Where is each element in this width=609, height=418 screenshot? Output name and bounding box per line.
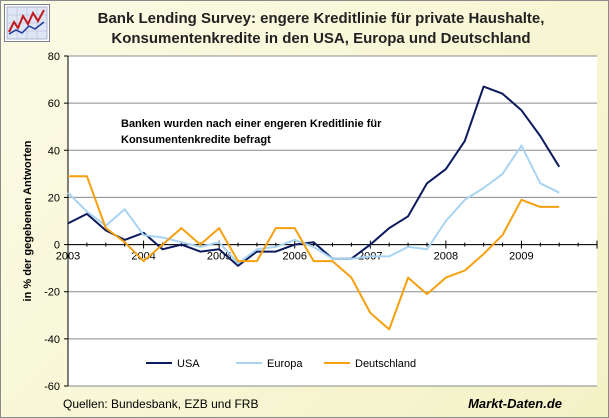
legend-label-deutschland: Deutschland	[355, 358, 416, 370]
x-tick-label: 2008	[434, 251, 458, 263]
site-logo-icon	[4, 4, 50, 42]
x-tick-label: 2006	[282, 251, 306, 263]
chart-annotation-line: Konsumentenkredite befragt	[121, 134, 271, 146]
y-tick-label: -20	[44, 287, 60, 299]
y-tick-label: 60	[48, 98, 60, 110]
x-tick-label: 2003	[56, 251, 80, 263]
brand-label: Markt-Daten.de	[468, 396, 562, 411]
y-axis-label: in % der gegebenen Antworten	[22, 140, 34, 301]
y-tick-label: 40	[48, 145, 60, 157]
chart-title-line-1: Bank Lending Survey: engere Kreditlinie …	[97, 10, 545, 27]
plot-area	[68, 56, 597, 386]
x-tick-label: 2009	[509, 251, 533, 263]
legend-label-europa: Europa	[267, 358, 303, 370]
y-tick-label: 0	[54, 240, 60, 252]
y-tick-label: 80	[48, 51, 60, 63]
legend-label-usa: USA	[177, 358, 200, 370]
chart-annotation-line: Banken wurden nach einer engeren Kreditl…	[121, 118, 382, 130]
chart-title-line-2: Konsumentenkredite in den USA, Europa un…	[111, 30, 531, 47]
series-line-usa	[67, 85, 561, 267]
series-line-deutschland	[68, 175, 560, 331]
source-note: Quellen: Bundesbank, EZB und FRB	[63, 397, 259, 411]
y-tick-label: 20	[48, 192, 60, 204]
y-tick-label: -60	[44, 381, 60, 393]
chart-title: Bank Lending Survey: engere Kreditlinie …	[61, 9, 581, 49]
series-line-europa	[67, 144, 560, 265]
y-tick-label: -40	[44, 334, 60, 346]
